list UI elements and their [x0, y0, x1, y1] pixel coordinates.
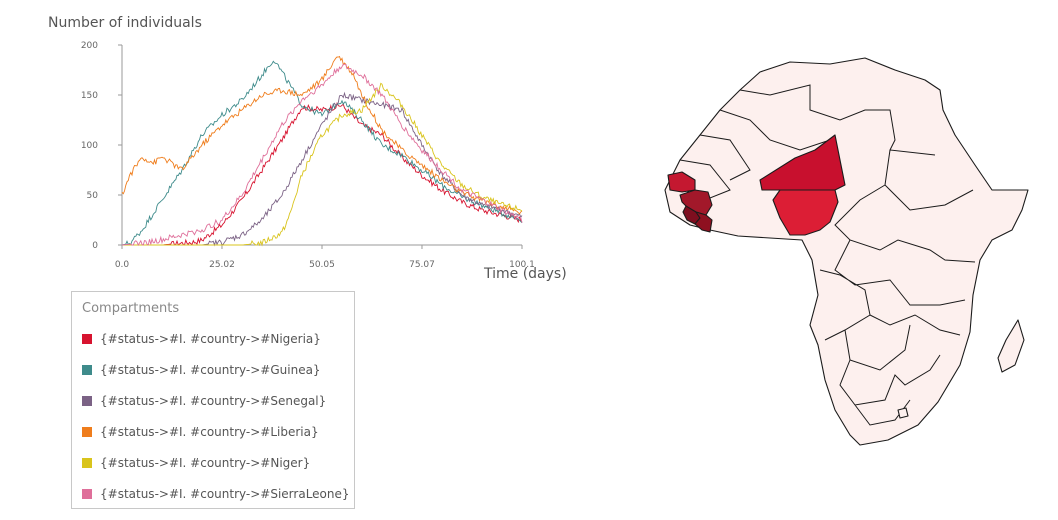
legend-label: {#status->#I. #country->#SierraLeone} [100, 487, 350, 501]
legend-swatch [82, 365, 92, 375]
africa-map [664, 57, 1029, 446]
x-axis-label: Time (days) [484, 266, 567, 282]
series-line [121, 60, 523, 246]
x-tick-label: 50.05 [309, 260, 335, 270]
y-tick-label: 200 [81, 41, 98, 51]
legend-label: {#status->#I. #country->#Nigeria} [100, 332, 321, 346]
legend-title: Compartments [82, 301, 180, 316]
legend-label: {#status->#I. #country->#Guinea} [100, 363, 321, 377]
x-tick-label: 75.07 [409, 260, 435, 270]
legend-item: {#status->#I. #country->#Guinea} [82, 363, 321, 379]
series-line [122, 82, 523, 247]
legend-swatch [82, 489, 92, 499]
legend-swatch [82, 427, 92, 437]
y-tick-label: 150 [81, 91, 98, 101]
legend-label: {#status->#I. #country->#Senegal} [100, 394, 327, 408]
x-tick-label: 100.1 [509, 260, 535, 270]
legend-label: {#status->#I. #country->#Niger} [100, 456, 311, 470]
y-tick-label: 100 [81, 141, 98, 151]
legend-item: {#status->#I. #country->#SierraLeone} [82, 487, 350, 503]
legend-swatch [82, 396, 92, 406]
chart-axes: 0 50 100 150 200 0.0 25.02 50.05 75.07 100.1 [81, 41, 535, 270]
y-tick-label: 50 [87, 191, 99, 201]
map-borders [679, 84, 976, 426]
legend: Compartments {#status->#I. #country->#Ni… [71, 291, 355, 509]
legend-swatch [82, 458, 92, 468]
series-line [122, 102, 523, 246]
map-continent-outline [664, 57, 1029, 446]
legend-item: {#status->#I. #country->#Nigeria} [82, 332, 321, 348]
x-tick-label: 25.02 [209, 260, 235, 270]
x-tick-label: 0.0 [115, 260, 130, 270]
series-line [121, 55, 523, 215]
map-country-nigeria [772, 189, 839, 236]
legend-item: {#status->#I. #country->#Niger} [82, 456, 310, 472]
legend-item: {#status->#I. #country->#Liberia} [82, 425, 319, 441]
map-country-liberia [694, 211, 713, 233]
legend-label: {#status->#I. #country->#Liberia} [100, 425, 319, 439]
y-tick-label: 0 [92, 241, 98, 251]
map-lesotho [897, 407, 909, 419]
map-madagascar [997, 319, 1025, 373]
series-line [121, 63, 523, 246]
legend-swatch [82, 334, 92, 344]
y-axis-label: Number of individuals [48, 15, 202, 31]
line-chart: 0 50 100 150 200 0.0 25.02 50.05 75.07 100.1 [81, 41, 535, 270]
chart-lines [121, 55, 523, 247]
legend-item: {#status->#I. #country->#Senegal} [82, 394, 326, 410]
